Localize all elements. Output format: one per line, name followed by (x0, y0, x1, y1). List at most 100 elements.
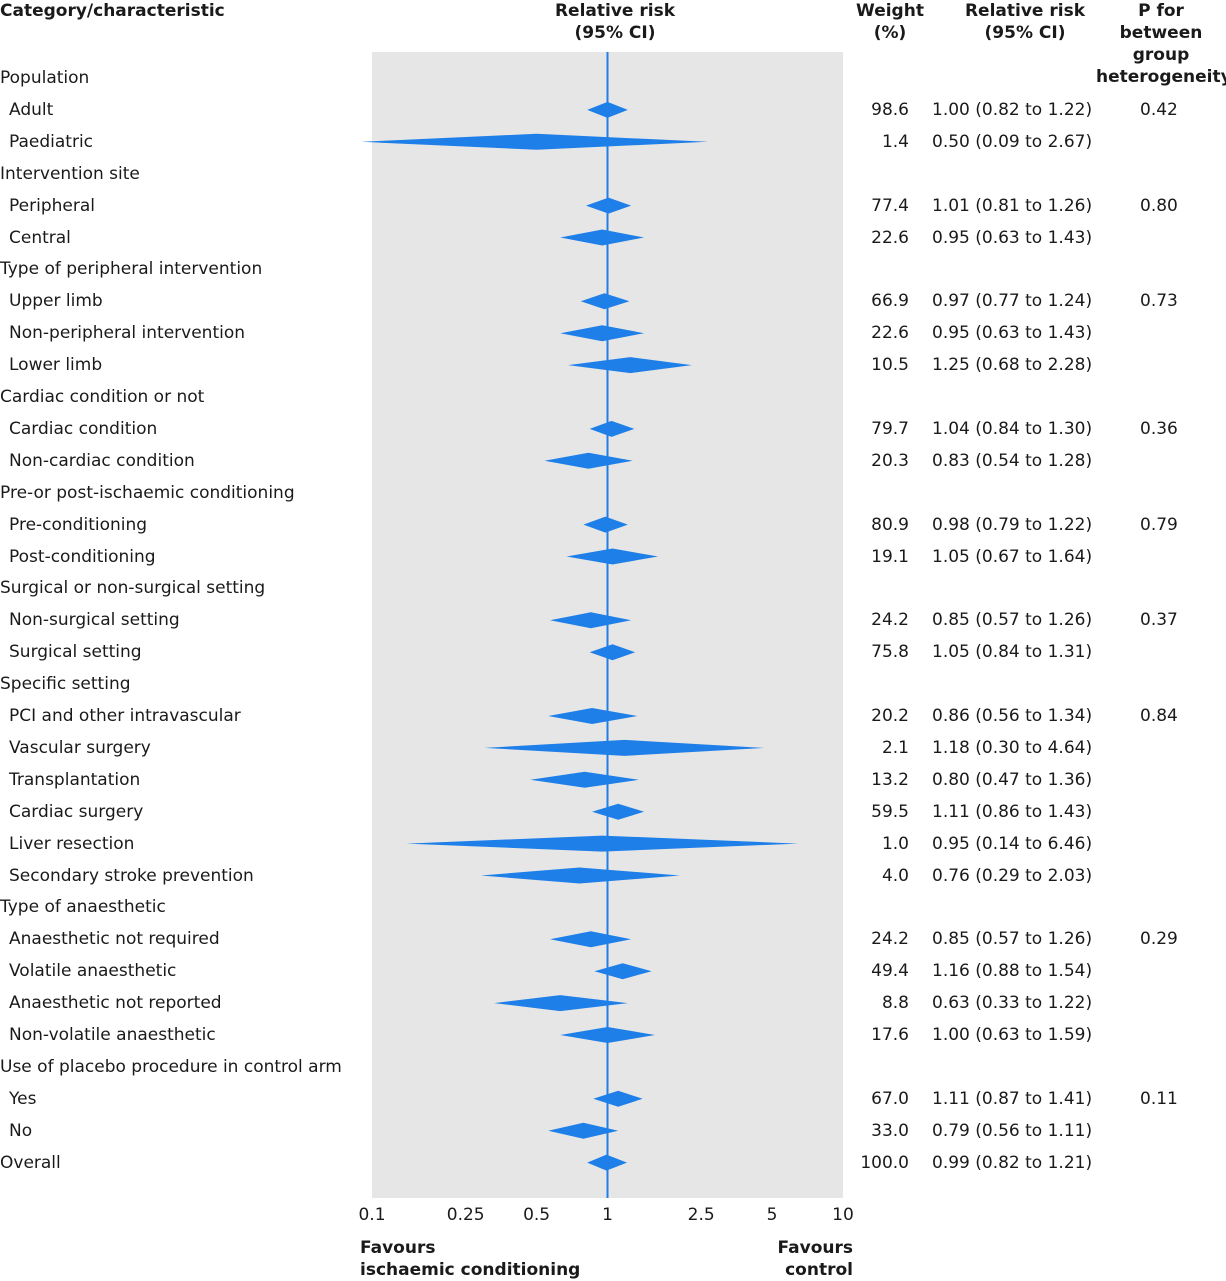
header-weight: Weight (%) (850, 0, 930, 44)
row-relative-risk: 0.76 (0.29 to 2.03) (932, 865, 1093, 886)
ci-diamond (566, 548, 659, 565)
row-relative-risk: 1.05 (0.67 to 1.64) (932, 546, 1093, 567)
ci-diamond (361, 133, 708, 150)
header-rr-line2: (95% CI) (984, 23, 1066, 43)
row-weight: 22.6 (871, 323, 909, 344)
row-relative-risk: 1.00 (0.82 to 1.22) (932, 99, 1093, 120)
row-weight: 79.7 (871, 418, 909, 439)
row-label: Anaesthetic not reported (9, 993, 222, 1014)
row-relative-risk: 1.25 (0.68 to 2.28) (932, 355, 1093, 376)
row-p-value: 0.73 (1140, 291, 1178, 312)
row-relative-risk: 0.98 (0.79 to 1.22) (932, 514, 1093, 535)
ci-diamond (544, 452, 633, 469)
row-p-value: 0.79 (1140, 514, 1178, 535)
row-label: Cardiac condition (9, 418, 158, 439)
row-label: Adult (9, 99, 54, 120)
row-weight: 66.9 (871, 291, 909, 312)
header-weight-line1: Weight (856, 1, 924, 21)
row-label: Cardiac surgery (9, 801, 144, 822)
row-relative-risk: 0.80 (0.47 to 1.36) (932, 769, 1093, 790)
row-relative-risk: 0.95 (0.14 to 6.46) (932, 833, 1093, 854)
row-relative-risk: 0.85 (0.57 to 1.26) (932, 610, 1093, 631)
row-relative-risk: 0.97 (0.77 to 1.24) (932, 291, 1093, 312)
row-weight: 77.4 (871, 195, 909, 216)
ci-diamond (550, 931, 632, 948)
row-label: Peripheral (9, 195, 95, 216)
row-weight: 4.0 (881, 865, 909, 886)
header-p-line3: heterogeneity (1096, 67, 1226, 87)
group-header: Surgical or non-surgical setting (0, 578, 266, 599)
row-label: Yes (9, 1088, 37, 1109)
row-label: Non-surgical setting (9, 610, 180, 631)
row-label: PCI and other intravascular (9, 706, 241, 726)
row-p-value: 0.29 (1140, 929, 1178, 950)
row-relative-risk: 0.79 (0.56 to 1.11) (932, 1120, 1093, 1141)
row-relative-risk: 0.50 (0.09 to 2.67) (932, 131, 1093, 152)
row-relative-risk: 1.16 (0.88 to 1.54) (932, 961, 1093, 982)
row-weight: 98.6 (871, 99, 909, 120)
x-tick-label: 2.5 (687, 1205, 715, 1225)
ci-diamond (550, 612, 632, 629)
row-label: Lower limb (9, 355, 103, 376)
row-p-value: 0.36 (1140, 418, 1178, 439)
header-p-heterogeneity: P for between group heterogeneity (1096, 0, 1226, 88)
row-weight: 33.0 (871, 1120, 909, 1141)
row-label: No (9, 1120, 33, 1141)
header-p-line2: between group (1119, 23, 1203, 65)
ci-diamond (568, 357, 692, 374)
ci-diamond (530, 771, 639, 788)
group-header: Intervention site (0, 163, 140, 184)
ci-diamond (406, 835, 799, 852)
row-label: Paediatric (9, 131, 94, 152)
header-rr: Relative risk (95% CI) (935, 0, 1115, 44)
favours-right-line2: control (785, 1260, 853, 1280)
x-tick-label: 0.25 (446, 1205, 485, 1225)
row-relative-risk: 1.00 (0.63 to 1.59) (932, 1025, 1093, 1045)
row-relative-risk: 1.01 (0.81 to 1.26) (932, 195, 1093, 216)
row-weight: 22.6 (871, 227, 909, 248)
group-header: Specific setting (0, 674, 131, 695)
ci-diamond (548, 1122, 619, 1139)
row-weight: 19.1 (871, 546, 909, 567)
ci-diamond (585, 197, 632, 214)
row-relative-risk: 0.83 (0.54 to 1.28) (932, 450, 1093, 471)
ci-diamond (589, 644, 636, 661)
header-p-line1: P for (1138, 1, 1184, 21)
ci-diamond (560, 325, 645, 342)
row-relative-risk: 0.86 (0.56 to 1.34) (932, 706, 1093, 726)
x-tick-label: 5 (766, 1205, 778, 1225)
row-weight: 20.3 (871, 450, 909, 471)
row-weight: 2.1 (881, 737, 909, 758)
row-relative-risk: 0.63 (0.33 to 1.22) (932, 993, 1093, 1014)
row-label: Non-peripheral intervention (9, 323, 246, 344)
row-weight: 8.8 (881, 993, 909, 1014)
row-label: Pre-conditioning (9, 514, 148, 535)
row-weight: 1.0 (881, 833, 909, 854)
favours-right: Favours control (760, 1237, 853, 1281)
ci-diamond (589, 420, 635, 437)
ci-diamond (560, 229, 645, 246)
ci-diamond (548, 708, 638, 724)
row-relative-risk: 1.11 (0.87 to 1.41) (932, 1088, 1093, 1109)
header-rr-plot: Relative risk (95% CI) (520, 0, 710, 44)
row-label: Secondary stroke prevention (9, 865, 254, 886)
favours-right-line1: Favours (777, 1238, 853, 1258)
row-label: Central (9, 227, 71, 248)
favours-left-line2: ischaemic conditioning (360, 1260, 581, 1280)
group-header: Use of placebo procedure in control arm (0, 1056, 342, 1077)
group-header: Cardiac condition or not (0, 387, 205, 407)
row-relative-risk: 0.99 (0.82 to 1.21) (932, 1152, 1093, 1173)
row-p-value: 0.84 (1140, 706, 1178, 726)
favours-left: Favours ischaemic conditioning (360, 1237, 580, 1281)
row-weight: 20.2 (871, 706, 909, 726)
row-weight: 59.5 (871, 801, 909, 822)
x-tick-label: 0.5 (523, 1205, 551, 1225)
row-p-value: 0.42 (1140, 99, 1178, 120)
group-header: Type of anaesthetic (0, 897, 166, 918)
row-p-value: 0.80 (1140, 195, 1178, 216)
row-label: Non-cardiac condition (9, 450, 195, 471)
ci-diamond (594, 963, 652, 980)
ci-diamond (480, 867, 680, 884)
header-rr-plot-line2: (95% CI) (574, 23, 656, 43)
